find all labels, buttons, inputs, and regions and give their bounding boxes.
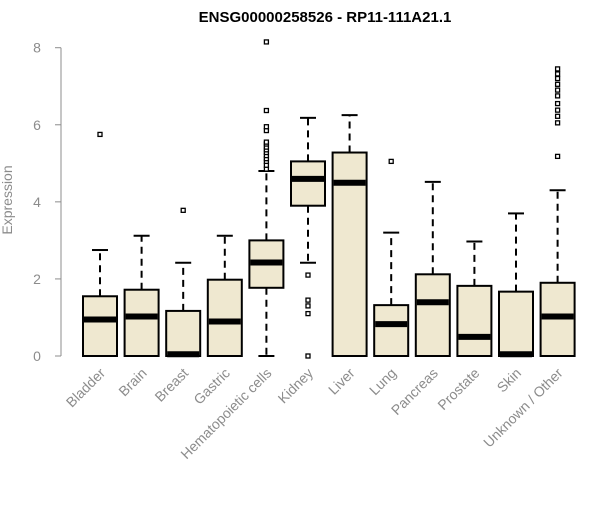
x-category-label: Brain xyxy=(115,365,149,399)
y-tick-label: 6 xyxy=(33,117,41,133)
iqr-box xyxy=(165,309,202,358)
box-3 xyxy=(206,234,243,358)
box-6 xyxy=(331,114,368,357)
outlier-point xyxy=(263,124,270,130)
outlier-point xyxy=(554,100,561,107)
iqr-box xyxy=(414,273,451,357)
box-7 xyxy=(373,158,410,358)
box-5 xyxy=(290,116,326,359)
outlier-point xyxy=(554,153,561,160)
outlier-point xyxy=(554,75,561,82)
x-category-label: Prostate xyxy=(434,365,482,413)
x-category-label: Breast xyxy=(151,365,191,405)
y-tick-label: 2 xyxy=(33,271,41,287)
outlier-point xyxy=(554,120,561,126)
box-8 xyxy=(414,180,451,357)
y-axis: 0 2 4 6 8 xyxy=(33,40,62,364)
y-tick-label: 0 xyxy=(33,348,41,364)
outlier-point xyxy=(305,272,311,278)
x-category-label: Unknown / Other xyxy=(480,365,566,451)
outlier-point xyxy=(305,297,311,303)
x-category-label: Kidney xyxy=(275,365,317,407)
outlier-point xyxy=(305,353,311,359)
outlier-point xyxy=(263,139,270,145)
outlier-point xyxy=(97,131,103,138)
outlier-point xyxy=(554,87,561,93)
outlier-point xyxy=(388,158,394,165)
box-4 xyxy=(248,39,285,357)
box-0 xyxy=(82,131,118,357)
iqr-box xyxy=(206,278,243,358)
outlier-point xyxy=(263,39,270,45)
iqr-box xyxy=(456,284,493,357)
iqr-box xyxy=(331,151,368,357)
x-category-label: Lung xyxy=(366,365,399,398)
outlier-point xyxy=(554,66,561,72)
box-2 xyxy=(165,207,202,358)
boxes-group xyxy=(82,39,576,359)
outlier-point xyxy=(554,71,561,77)
y-tick-label: 4 xyxy=(33,194,41,210)
box-1 xyxy=(123,234,160,357)
box-11 xyxy=(539,66,576,357)
y-axis-label: Expression xyxy=(0,165,15,234)
x-category-label: Skin xyxy=(494,365,525,396)
x-category-label: Bladder xyxy=(63,365,109,411)
x-category-label: Liver xyxy=(325,365,358,398)
iqr-box xyxy=(373,304,410,358)
box-10 xyxy=(498,212,534,358)
outlier-point xyxy=(180,207,186,213)
box-9 xyxy=(456,240,493,357)
outlier-point xyxy=(554,113,561,119)
y-tick-label: 8 xyxy=(33,40,41,56)
chart-title: ENSG00000258526 - RP11-111A21.1 xyxy=(199,9,452,26)
outlier-point xyxy=(554,81,561,87)
outlier-point xyxy=(554,93,561,99)
outlier-point xyxy=(554,107,561,113)
outlier-point xyxy=(305,303,311,309)
outlier-point xyxy=(305,310,311,317)
iqr-box xyxy=(498,290,534,357)
outlier-point xyxy=(263,107,270,114)
iqr-box xyxy=(290,160,326,207)
iqr-box xyxy=(82,295,118,357)
iqr-box xyxy=(123,288,160,357)
